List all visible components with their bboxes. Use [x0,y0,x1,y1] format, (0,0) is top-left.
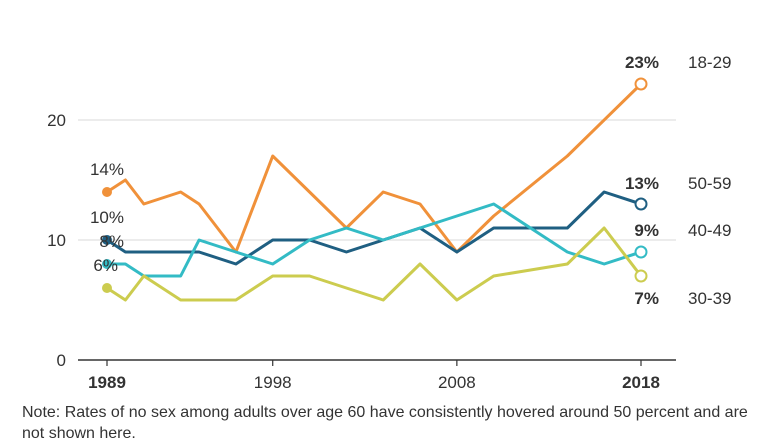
series-line-18-29 [105,82,643,254]
start-point-40-49 [102,259,112,269]
start-point-30-39 [102,283,112,293]
series-name-label: 50-59 [688,174,731,193]
end-point-40-49 [634,245,648,259]
start-point-18-29 [102,187,112,197]
x-axis: 1989 1998 2008 2018 [88,360,660,392]
x-tick-label: 2008 [438,373,476,392]
start-value-label: 6% [93,256,118,275]
series-name-label: 30-39 [688,289,731,308]
series-line-30-39 [105,226,643,302]
start-value-label: 8% [99,232,124,251]
end-point-50-59 [634,197,648,211]
series-line-40-49 [105,202,643,278]
end-value-label: 23% [625,53,659,72]
y-axis: 0 10 20 [47,111,66,370]
y-tick-label: 0 [57,351,66,370]
start-value-label: 14% [90,160,124,179]
start-point-50-59 [102,235,112,245]
series-name-label: 40-49 [688,221,731,240]
x-tick-label: 2018 [622,373,660,392]
end-point-18-29 [634,77,648,91]
chart-note: Note: Rates of no sex among adults over … [22,404,748,442]
series-line-50-59 [105,190,643,266]
series-lines [102,77,648,302]
x-tick-label: 1989 [88,373,126,392]
x-tick-label: 1998 [254,373,292,392]
end-point-30-39 [634,269,648,283]
y-tick-label: 20 [47,111,66,130]
end-value-label: 7% [634,289,659,308]
y-tick-label: 10 [47,231,66,250]
start-value-label: 10% [90,208,124,227]
end-value-label: 13% [625,174,659,193]
series-labels: 14% 23% 18-29 10% 13% 50-59 8% 9% 40-49 6% 7% 30-39 [90,53,732,308]
series-name-label: 18-29 [688,53,731,72]
end-value-label: 9% [634,221,659,240]
gridlines [78,119,676,361]
